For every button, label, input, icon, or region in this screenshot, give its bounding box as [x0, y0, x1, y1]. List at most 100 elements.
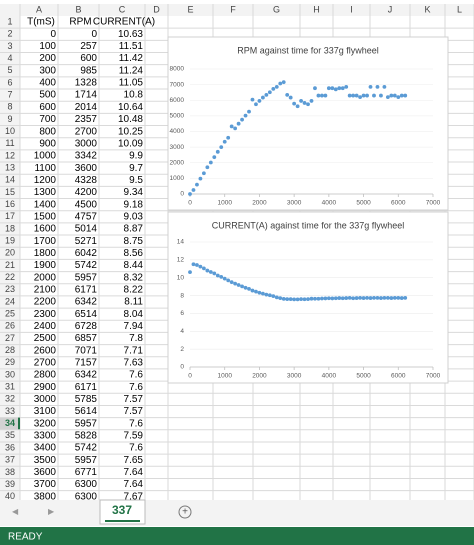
cell[interactable]: 6342 — [75, 370, 98, 381]
cell[interactable]: 5957 — [75, 418, 98, 429]
row-header[interactable]: 14 — [5, 175, 15, 185]
row-header[interactable]: 27 — [5, 333, 15, 343]
cell[interactable]: 1900 — [34, 260, 57, 271]
cell[interactable]: 6342 — [75, 297, 98, 308]
cell[interactable]: 10.63 — [118, 29, 143, 40]
cell[interactable]: 7.94 — [124, 321, 144, 332]
cell[interactable]: 2014 — [75, 102, 98, 113]
row-header[interactable]: 30 — [5, 369, 15, 379]
cell[interactable]: 6771 — [75, 467, 98, 478]
cell[interactable]: 5957 — [75, 272, 98, 283]
chart-area[interactable] — [167, 36, 449, 211]
cell[interactable]: 400 — [39, 78, 56, 89]
cell[interactable]: 6728 — [75, 321, 98, 332]
cell[interactable]: 6300 — [75, 491, 98, 502]
cell[interactable]: 7.8 — [129, 333, 143, 344]
cell[interactable]: 7.6 — [129, 443, 143, 454]
row-header[interactable]: 15 — [5, 187, 15, 197]
cell[interactable]: 4328 — [75, 175, 98, 186]
column-header[interactable]: D — [153, 4, 160, 14]
cell[interactable]: 0 — [91, 29, 97, 40]
cell[interactable]: 5271 — [75, 236, 98, 247]
header-cell[interactable]: RPM — [69, 17, 91, 28]
cell[interactable]: 1400 — [34, 199, 57, 210]
cell[interactable]: 1600 — [34, 224, 57, 235]
row-header[interactable]: 20 — [5, 248, 15, 258]
cell[interactable]: 10.25 — [118, 126, 143, 137]
cell[interactable]: 3000 — [34, 394, 57, 405]
row-header[interactable]: 16 — [5, 199, 15, 209]
row-header[interactable]: 11 — [5, 138, 14, 148]
row-header[interactable]: 39 — [5, 479, 15, 489]
scroll-left[interactable]: ◀ — [12, 507, 19, 516]
cell[interactable]: 3500 — [34, 455, 57, 466]
row-header[interactable]: 5 — [7, 65, 12, 75]
cell[interactable]: 8.56 — [124, 248, 144, 259]
cell[interactable]: 10.64 — [118, 102, 143, 113]
cell[interactable]: 200 — [39, 53, 56, 64]
row-header[interactable]: 4 — [7, 53, 12, 63]
cell[interactable]: 3600 — [34, 467, 57, 478]
cell[interactable]: 7.59 — [124, 431, 144, 442]
cell[interactable]: 10.09 — [118, 138, 143, 149]
row-header[interactable]: 26 — [5, 321, 15, 331]
cell[interactable]: 1300 — [34, 187, 57, 198]
cell[interactable]: 8.04 — [124, 309, 144, 320]
cell[interactable]: 9.7 — [129, 163, 143, 174]
column-header[interactable]: F — [230, 4, 236, 14]
cell[interactable]: 6042 — [75, 248, 98, 259]
cell[interactable]: 900 — [39, 138, 56, 149]
cell[interactable]: 600 — [80, 53, 97, 64]
row-header[interactable]: 21 — [5, 260, 15, 270]
row-header[interactable]: 12 — [5, 150, 15, 160]
cell[interactable]: 8.32 — [124, 272, 144, 283]
cell[interactable]: 700 — [39, 114, 56, 125]
cell[interactable]: 5828 — [75, 431, 98, 442]
cell[interactable]: 4200 — [75, 187, 98, 198]
cell[interactable]: 1328 — [75, 78, 98, 89]
cell[interactable]: 6300 — [75, 479, 98, 490]
row-header[interactable]: 19 — [5, 236, 15, 246]
column-header[interactable]: E — [187, 4, 193, 14]
column-header[interactable]: B — [75, 4, 81, 14]
cell[interactable]: 8.87 — [124, 224, 144, 235]
column-header[interactable]: A — [36, 4, 42, 14]
cell[interactable]: 3600 — [75, 163, 98, 174]
sheet-tab-label[interactable]: 337 — [112, 503, 132, 517]
cell[interactable]: 100 — [39, 41, 56, 52]
header-cell[interactable]: T(mS) — [27, 17, 55, 28]
cell[interactable]: 2900 — [34, 382, 57, 393]
cell[interactable]: 5742 — [75, 260, 98, 271]
cell[interactable]: 5957 — [75, 455, 98, 466]
cell[interactable]: 3000 — [75, 138, 98, 149]
row-header[interactable]: 37 — [5, 455, 15, 465]
row-header[interactable]: 13 — [5, 163, 15, 173]
column-header[interactable]: L — [457, 4, 462, 14]
cell[interactable]: 2300 — [34, 309, 57, 320]
row-header[interactable]: 23 — [5, 284, 15, 294]
cell[interactable]: 2200 — [34, 297, 57, 308]
header-cell[interactable]: CURRENT(A) — [93, 17, 155, 28]
cell[interactable]: 1100 — [34, 163, 56, 174]
cell[interactable]: 1000 — [34, 151, 57, 162]
cell[interactable]: 9.18 — [124, 199, 144, 210]
cell[interactable]: 7.63 — [124, 357, 144, 368]
cell[interactable]: 4500 — [75, 199, 98, 210]
cell[interactable]: 6514 — [75, 309, 98, 320]
row-header[interactable]: 25 — [5, 309, 15, 319]
cell[interactable]: 600 — [39, 102, 56, 113]
cell[interactable]: 10.48 — [118, 114, 143, 125]
cell[interactable]: 2800 — [34, 370, 57, 381]
row-header[interactable]: 36 — [5, 442, 15, 452]
column-header[interactable]: J — [388, 4, 393, 14]
row-header[interactable]: 10 — [5, 126, 15, 136]
column-header[interactable]: C — [119, 4, 126, 14]
cell[interactable]: 10.8 — [124, 90, 144, 101]
cell[interactable]: 6857 — [75, 333, 98, 344]
cell[interactable]: 7.6 — [129, 418, 143, 429]
row-header[interactable]: 34 — [5, 418, 15, 428]
row-header[interactable]: 38 — [5, 467, 15, 477]
cell[interactable]: 3200 — [34, 418, 57, 429]
cell[interactable]: 7.65 — [124, 455, 144, 466]
cell[interactable]: 500 — [39, 90, 56, 101]
